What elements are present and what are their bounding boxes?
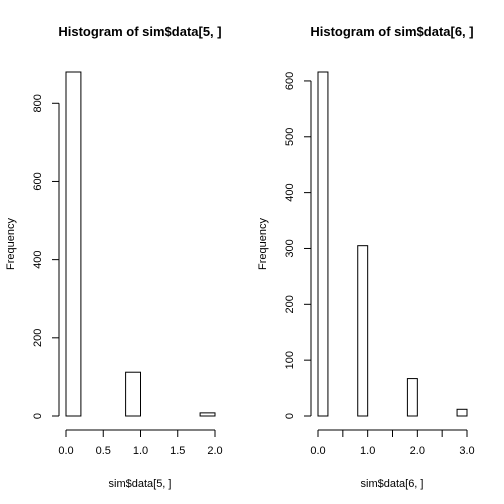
histogram-bar bbox=[406, 378, 418, 417]
histogram-bar bbox=[357, 245, 369, 417]
y-tick-label: 400 bbox=[32, 250, 44, 268]
histogram-panel-left: Histogram of sim$data[5, ] sim$data[5, ]… bbox=[5, 24, 223, 490]
y-tick-label: 300 bbox=[284, 239, 296, 257]
bars bbox=[317, 71, 468, 417]
chart-title: Histogram of sim$data[5, ] bbox=[58, 24, 221, 39]
y-tick-label: 0 bbox=[32, 413, 44, 419]
x-axis: 0.0 0.5 1.0 1.5 2.0 bbox=[58, 429, 223, 457]
x-axis-label: sim$data[5, ] bbox=[109, 478, 172, 490]
x-tick-label: 0.0 bbox=[58, 445, 73, 457]
chart-title: Histogram of sim$data[6, ] bbox=[310, 24, 473, 39]
y-axis: 0 100 200 300 400 500 600 bbox=[284, 72, 312, 419]
x-tick-label: 1.5 bbox=[170, 445, 185, 457]
histogram-bar bbox=[199, 412, 216, 417]
x-axis-label: sim$data[6, ] bbox=[361, 478, 424, 490]
y-tick-label: 800 bbox=[32, 94, 44, 112]
y-tick-label: 200 bbox=[32, 329, 44, 347]
x-tick-label: 1.0 bbox=[133, 445, 148, 457]
x-tick-label: 0.0 bbox=[310, 445, 325, 457]
y-tick-label: 100 bbox=[284, 351, 296, 369]
y-tick-label: 200 bbox=[284, 295, 296, 313]
x-axis: 0.0 1.0 2.0 3.0 bbox=[310, 429, 475, 457]
x-tick-label: 2.0 bbox=[207, 445, 222, 457]
x-tick-label: 2.0 bbox=[410, 445, 425, 457]
y-tick-label: 0 bbox=[284, 413, 296, 419]
y-axis-label: Frequency bbox=[5, 218, 17, 270]
bars bbox=[65, 71, 216, 417]
y-axis-label: Frequency bbox=[257, 218, 269, 270]
y-tick-label: 400 bbox=[284, 183, 296, 201]
histogram-bar bbox=[317, 71, 329, 417]
y-tick-label: 600 bbox=[32, 172, 44, 190]
x-tick-label: 3.0 bbox=[459, 445, 474, 457]
y-axis: 0 200 400 600 800 bbox=[32, 94, 60, 419]
histogram-bar bbox=[65, 71, 82, 417]
y-tick-label: 600 bbox=[284, 72, 296, 90]
histogram-bar bbox=[125, 371, 141, 417]
histogram-bar bbox=[456, 408, 468, 417]
histogram-panel-right: Histogram of sim$data[6, ] sim$data[6, ]… bbox=[257, 24, 475, 490]
y-tick-label: 500 bbox=[284, 128, 296, 146]
x-tick-label: 1.0 bbox=[360, 445, 375, 457]
x-tick-label: 0.5 bbox=[96, 445, 111, 457]
